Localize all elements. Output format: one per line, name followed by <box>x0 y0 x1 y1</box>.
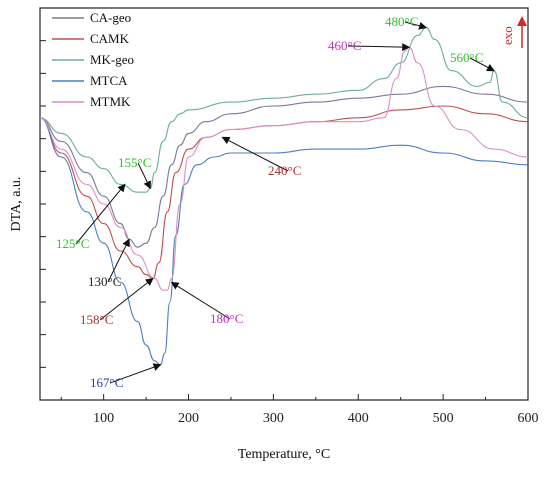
annotation-label: 130°C <box>88 274 121 289</box>
annotation-arrow <box>75 183 126 245</box>
legend: CA-geo CAMK MK-geo MTCA MTMK <box>52 10 134 109</box>
x-tick-label: 300 <box>263 411 284 426</box>
legend-label: MTCA <box>90 73 128 88</box>
series-line-ca-geo <box>39 85 529 248</box>
legend-label: MTMK <box>90 94 131 109</box>
annotation-label: 480°C <box>385 14 418 29</box>
annotation-label: 158°C <box>80 312 113 327</box>
exo-label: exo <box>500 26 515 45</box>
series-line-camk <box>39 105 529 280</box>
legend-label: MK-geo <box>90 52 134 67</box>
y-axis-ticks <box>40 40 46 368</box>
annotation-label: 125°C <box>56 236 89 251</box>
x-axis-ticks: 100 200 300 400 500 600 <box>60 394 539 426</box>
x-tick-label: 200 <box>178 411 199 426</box>
annotation-arrow <box>99 277 154 321</box>
x-axis-title: Temperature, °C <box>238 447 330 462</box>
annotation-label: 240°C <box>268 163 301 178</box>
y-axis-title: DTA, a.u. <box>9 177 24 232</box>
annotation-label: 180°C <box>210 311 243 326</box>
annotation-label: 460°C <box>328 38 361 53</box>
annotation-arrow <box>469 57 495 72</box>
annotation-arrow <box>170 281 231 320</box>
exo-indicator: exo <box>500 16 527 48</box>
annotation-arrow <box>221 136 289 172</box>
series-line-mk-geo <box>39 27 529 193</box>
annotation-arrow <box>347 43 411 52</box>
annotation-label: 167°C <box>90 375 123 390</box>
annotation-label: 155°C <box>118 155 151 170</box>
x-tick-label: 500 <box>433 411 454 426</box>
annotation-arrow <box>137 162 151 190</box>
series-line-mtmk <box>39 46 529 291</box>
annotation-label: 560°C <box>450 50 483 65</box>
annotation-arrow <box>109 363 162 384</box>
exo-arrow-icon <box>517 16 527 26</box>
legend-label: CA-geo <box>90 10 131 25</box>
annotation-arrow <box>404 21 428 30</box>
x-tick-label: 400 <box>348 411 369 426</box>
annotation-arrow <box>107 238 130 283</box>
legend-label: CAMK <box>90 31 130 46</box>
annotation-layer: 480°C 460°C 560°C 240°C 155°C 125°C 130°C 158°C… <box>56 14 495 390</box>
x-tick-label: 600 <box>518 411 539 426</box>
x-tick-label: 100 <box>93 411 114 426</box>
